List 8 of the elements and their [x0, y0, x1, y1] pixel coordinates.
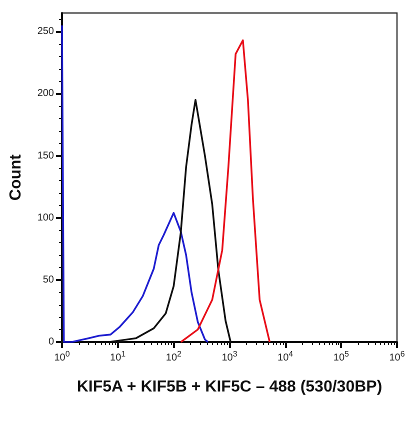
y-axis-title: Count — [8, 154, 24, 201]
y-tick-label: 150 — [37, 150, 54, 162]
y-tick-label: 250 — [37, 26, 54, 38]
y-tick-label: 50 — [42, 274, 54, 286]
y-tick-label: 100 — [37, 212, 54, 224]
y-tick-label: 200 — [37, 88, 54, 100]
y-tick-label: 0 — [48, 336, 54, 348]
x-axis-title: KIF5A + KIF5B + KIF5C – 488 (530/30BP) — [76, 378, 382, 396]
